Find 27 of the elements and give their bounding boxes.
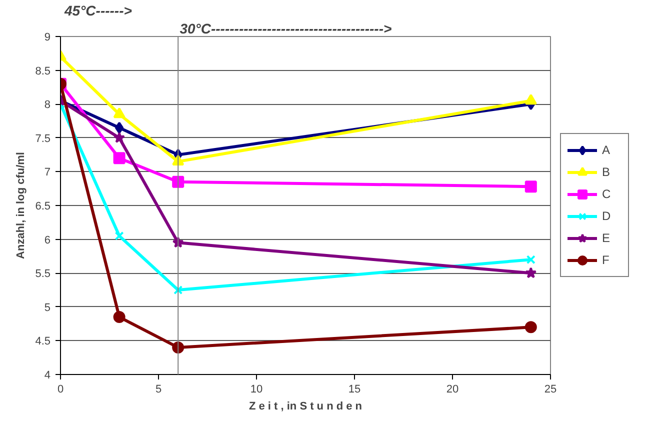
legend-label: B [602,165,612,179]
legend-label: A [602,143,612,157]
text: 30°C-------------------------------------> [180,20,392,36]
x-tick-label: 15 [348,384,361,396]
y-tick-label: 7.5 [35,132,51,145]
y-tick-label: 6 [44,234,51,246]
y-tick-label: 5 [44,302,51,314]
x-tick-label: 5 [155,384,162,396]
y-tick-label: 4.5 [35,336,51,348]
x-tick-label: 25 [544,384,557,396]
x-tick-label: 20 [446,384,459,396]
y-tick-label: 4 [44,370,51,382]
y-axis-title: Anzahl, in log cfu/ml [15,152,28,259]
legend-label: F [602,253,610,267]
y-tick-label: 5.5 [35,268,51,280]
y-tick-label: 8.5 [35,65,51,78]
y-tick-label: 6.5 [35,200,51,212]
x-tick-label: 10 [250,384,263,396]
text: 45°C------> [64,2,132,18]
x-tick-label: 0 [57,384,64,396]
legend-label: D [602,209,612,223]
y-tick-label: 9 [44,32,51,44]
y-tick-label: 8 [44,99,51,112]
x-axis-title: Z e i t , in S t u n d e n [248,400,362,412]
legend-label: E [602,231,612,245]
y-tick-label: 7 [44,166,51,179]
legend-label: C [602,187,612,201]
